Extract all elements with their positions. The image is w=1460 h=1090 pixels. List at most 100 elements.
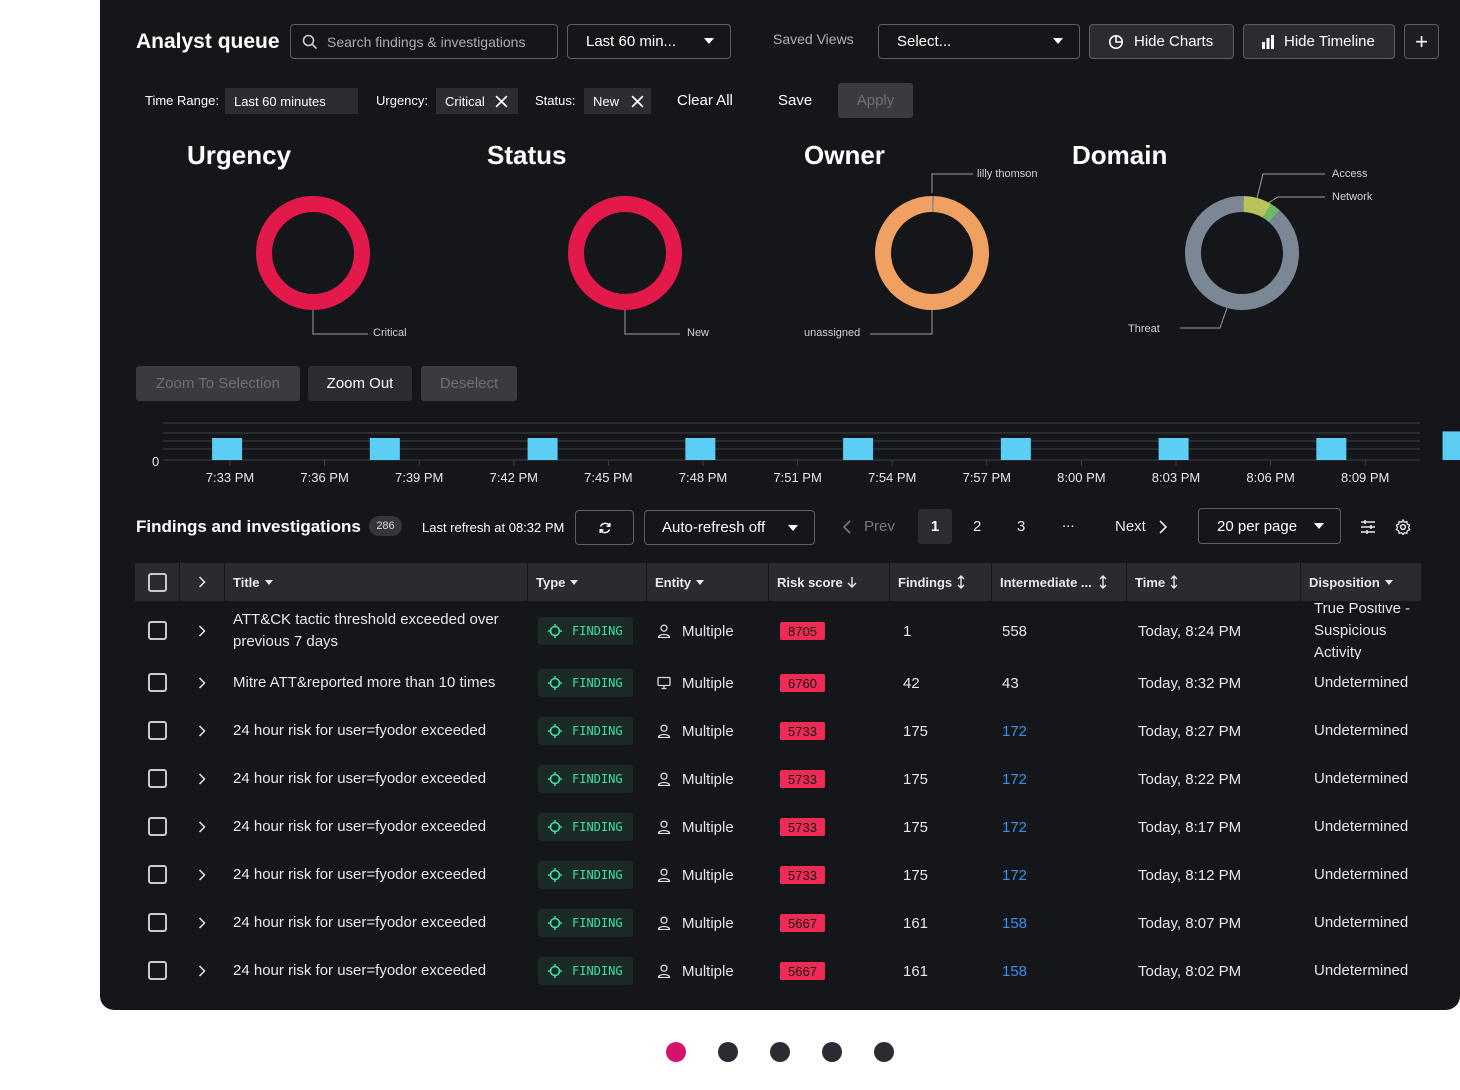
carousel-dot-4[interactable] [822,1042,842,1062]
timeline-bar[interactable] [369,438,400,460]
chevron-right-icon[interactable] [198,677,206,689]
close-icon[interactable] [495,94,508,108]
per-page-select[interactable]: 20 per page [1198,508,1341,544]
chevron-right-icon[interactable] [198,869,206,881]
more-pages-button[interactable]: ... [1062,514,1075,531]
owner-slice-unassigned[interactable] [875,196,989,310]
domain-slice-network[interactable] [1262,203,1280,223]
timeline-bar[interactable] [212,438,243,460]
zoom-out-button[interactable]: Zoom Out [308,366,412,401]
select-all-checkbox[interactable] [147,572,167,592]
timeline-tick-label: 7:54 PM [867,470,917,485]
timeline-bar[interactable] [527,438,558,460]
intermediate-count[interactable]: 158 [1002,914,1028,932]
column-header-disposition[interactable]: Disposition [1301,563,1421,601]
column-header-type[interactable]: Type [528,563,647,601]
row-title[interactable]: Mitre ATT&reported more than 10 times [233,674,496,691]
column-header-title[interactable]: Title [225,563,528,601]
chevron-right-icon[interactable] [198,917,206,929]
zoom-to-selection-button[interactable]: Zoom To Selection [136,366,300,401]
next-page-button[interactable]: Next [1115,518,1168,535]
row-checkbox[interactable] [148,769,167,788]
hide-timeline-button[interactable]: Hide Timeline [1243,24,1395,59]
chevron-right-icon[interactable] [198,773,206,785]
column-header-time[interactable]: Time [1127,563,1301,601]
intermediate-count[interactable]: 172 [1002,770,1028,788]
page-3-button[interactable]: 3 [1017,518,1026,535]
row-title[interactable]: 24 hour risk for user=fyodor exceeded [233,914,487,931]
carousel-dot-1[interactable] [666,1042,686,1062]
row-checkbox[interactable] [148,621,167,640]
timeline-bar[interactable] [1316,438,1347,460]
row-checkbox[interactable] [148,817,167,836]
row-checkbox[interactable] [148,961,167,980]
carousel-dot-5[interactable] [874,1042,894,1062]
risk-score-badge: 5667 [780,962,825,980]
page-2-button[interactable]: 2 [973,518,982,535]
hide-charts-button[interactable]: Hide Charts [1089,24,1234,59]
row-title[interactable]: 24 hour risk for user=fyodor exceeded [233,866,487,883]
row-checkbox[interactable] [148,673,167,692]
intermediate-count[interactable]: 158 [1002,962,1028,980]
table-row[interactable]: 24 hour risk for user=fyodor exceeded FI… [135,899,1421,947]
row-checkbox[interactable] [148,865,167,884]
settings-gear-icon[interactable] [1395,519,1411,535]
prev-page-button[interactable]: Prev [842,518,895,535]
row-title[interactable]: ATT&CK tactic threshold exceeded over pr… [233,611,499,650]
saved-views-select[interactable]: Select... [878,24,1080,59]
chevron-right-icon[interactable] [198,725,206,737]
save-button[interactable]: Save [778,92,813,109]
column-header-findings[interactable]: Findings [890,563,992,601]
table-row[interactable]: 24 hour risk for user=fyodor exceeded FI… [135,947,1421,995]
chevron-right-icon[interactable] [198,965,206,977]
row-checkbox[interactable] [148,913,167,932]
column-header-intermediate[interactable]: Intermediate ... [992,563,1127,601]
apply-button[interactable]: Apply [838,83,913,118]
findings-count: 1 [903,622,912,640]
status-slice-new[interactable] [568,196,682,310]
row-title[interactable]: 24 hour risk for user=fyodor exceeded [233,722,487,739]
carousel-dot-3[interactable] [770,1042,790,1062]
close-icon[interactable] [631,94,644,108]
time-range-select[interactable]: Last 60 min... [567,24,731,59]
page-1-button[interactable]: 1 [918,509,952,544]
intermediate-count[interactable]: 172 [1002,722,1028,740]
urgency-chip[interactable]: Critical [436,88,518,114]
row-title[interactable]: 24 hour risk for user=fyodor exceeded [233,962,487,979]
column-header-entity[interactable]: Entity [647,563,769,601]
timeline-bar[interactable] [1000,438,1031,460]
expand-all-cell[interactable] [180,563,225,601]
row-time: Today, 8:27 PM [1138,722,1242,740]
table-row[interactable]: Mitre ATT&reported more than 10 times FI… [135,659,1421,707]
row-title[interactable]: 24 hour risk for user=fyodor exceeded [233,770,487,787]
deselect-button[interactable]: Deselect [421,366,517,401]
row-title[interactable]: 24 hour risk for user=fyodor exceeded [233,818,487,835]
status-chip[interactable]: New [584,88,651,114]
table-row[interactable]: 24 hour risk for user=fyodor exceeded FI… [135,803,1421,851]
time-range-chip[interactable]: Last 60 minutes [225,88,358,114]
carousel-dot-2[interactable] [718,1042,738,1062]
row-checkbox[interactable] [148,721,167,740]
chevron-right-icon[interactable] [198,821,206,833]
auto-refresh-select[interactable]: Auto-refresh off [644,510,815,545]
table-row[interactable]: ATT&CK tactic threshold exceeded over pr… [135,603,1421,659]
table-row[interactable]: 24 hour risk for user=fyodor exceeded FI… [135,707,1421,755]
timeline-bar[interactable] [1442,431,1460,460]
refresh-button[interactable] [575,510,634,545]
column-header-risk[interactable]: Risk score [769,563,890,601]
domain-slice-threat[interactable] [1185,196,1299,310]
timeline-bar[interactable] [1158,438,1189,460]
chevron-right-icon[interactable] [198,625,206,637]
timeline-bar[interactable] [685,438,716,460]
clear-all-button[interactable]: Clear All [677,92,733,109]
table-row[interactable]: 24 hour risk for user=fyodor exceeded FI… [135,851,1421,899]
column-filter-icon[interactable] [1360,519,1376,535]
add-button[interactable]: + [1404,24,1439,59]
table-row[interactable]: 24 hour risk for user=fyodor exceeded FI… [135,755,1421,803]
search-input[interactable]: Search findings & investigations [290,24,558,59]
urgency-slice-critical[interactable] [256,196,370,310]
intermediate-count[interactable]: 172 [1002,866,1028,884]
intermediate-count[interactable]: 172 [1002,818,1028,836]
domain-slice-access[interactable] [1242,196,1271,218]
timeline-bar[interactable] [843,438,874,460]
